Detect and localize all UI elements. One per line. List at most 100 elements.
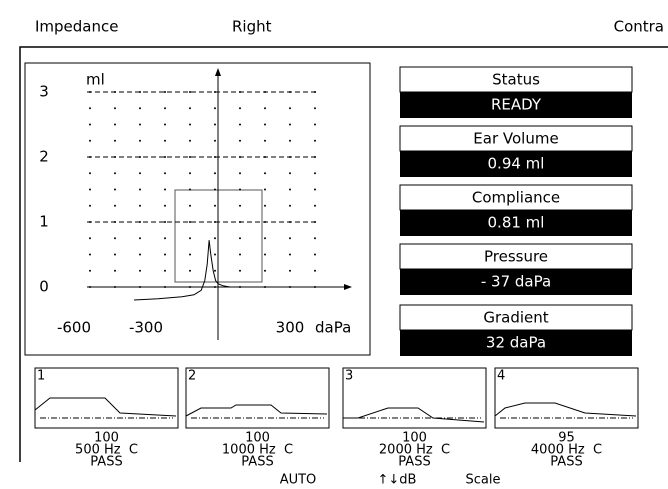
x-tick-label: -300 bbox=[129, 319, 163, 337]
reflex-index: 4 bbox=[497, 369, 505, 384]
x-tick-label: -600 bbox=[57, 319, 91, 337]
grid-dot bbox=[214, 253, 216, 256]
reflex-level: 95 bbox=[558, 431, 575, 446]
grid-dot bbox=[139, 204, 141, 207]
tympanogram-curve bbox=[133, 240, 231, 301]
grid-dot bbox=[189, 107, 191, 110]
grid-dot bbox=[264, 204, 266, 207]
grid-dot bbox=[189, 188, 191, 191]
grid-dot bbox=[139, 107, 141, 110]
grid-dot bbox=[164, 107, 166, 110]
grid-dot bbox=[314, 172, 316, 175]
grid-dot bbox=[214, 139, 216, 142]
grid-dot bbox=[264, 237, 266, 240]
grid-dot bbox=[139, 172, 141, 175]
grid-dot bbox=[139, 123, 141, 126]
grid-dot bbox=[264, 172, 266, 175]
panel-value: 32 daPa bbox=[486, 334, 546, 352]
x-arrow bbox=[344, 284, 352, 290]
panel-value-box bbox=[400, 210, 632, 236]
reflex-result: PASS bbox=[550, 455, 582, 470]
y-unit: ml bbox=[86, 71, 105, 89]
grid-dot bbox=[89, 237, 91, 240]
reflex-curve bbox=[343, 407, 485, 423]
grid-dot bbox=[189, 91, 191, 93]
grid-dot bbox=[89, 107, 91, 110]
grid-dot bbox=[214, 237, 216, 240]
grid-dot bbox=[164, 91, 166, 93]
panel-label: Status bbox=[492, 71, 540, 89]
grid-dot bbox=[239, 204, 241, 207]
grid-dot bbox=[114, 107, 116, 110]
panel-value: 0.81 ml bbox=[488, 214, 545, 232]
panel-value-box bbox=[400, 330, 632, 356]
grid-dot bbox=[214, 107, 216, 110]
plot-box bbox=[24, 62, 371, 356]
panel-value-box bbox=[400, 151, 632, 177]
panel-label-box bbox=[399, 66, 633, 93]
grid-dot bbox=[289, 269, 291, 272]
panel-value: - 37 daPa bbox=[481, 273, 551, 291]
grid-dot bbox=[314, 107, 316, 110]
reflex-level: 100 bbox=[245, 431, 270, 446]
grid-dot bbox=[164, 123, 166, 126]
ear: Right bbox=[232, 18, 272, 36]
grid-dot bbox=[289, 139, 291, 142]
grid-dot bbox=[114, 172, 116, 175]
grid-dot bbox=[89, 172, 91, 175]
reflex-level: 100 bbox=[94, 431, 119, 446]
grid-dot bbox=[189, 204, 191, 207]
grid-dot bbox=[264, 123, 266, 126]
grid-dot bbox=[164, 221, 166, 223]
grid-dot bbox=[264, 253, 266, 256]
reflex-result: PASS bbox=[90, 455, 122, 470]
reflex-frequency: 500 Hz C bbox=[75, 443, 138, 458]
grid-dot bbox=[164, 253, 166, 256]
grid-dot bbox=[189, 253, 191, 256]
grid-dot bbox=[189, 221, 191, 223]
grid-dot bbox=[114, 139, 116, 142]
grid-dot bbox=[264, 269, 266, 272]
panel-value-box bbox=[400, 92, 632, 118]
grid-dot bbox=[164, 188, 166, 191]
grid-dot bbox=[289, 188, 291, 191]
reflex-index: 1 bbox=[37, 369, 45, 384]
grid-dot bbox=[314, 237, 316, 240]
reflex-index: 3 bbox=[345, 369, 353, 384]
grid-dot bbox=[239, 123, 241, 126]
grid-dot bbox=[114, 188, 116, 191]
grid-dot bbox=[114, 204, 116, 207]
grid-dot bbox=[289, 253, 291, 256]
y-arrow bbox=[215, 68, 221, 76]
panel-label-box bbox=[399, 243, 633, 270]
reflex-level: 100 bbox=[402, 431, 427, 446]
reflex-frequency: 4000 Hz C bbox=[531, 443, 602, 458]
grid-dot bbox=[164, 172, 166, 175]
title: Impedance bbox=[35, 18, 118, 36]
grid-dot bbox=[139, 253, 141, 256]
panel-value: READY bbox=[491, 96, 542, 114]
reflex-frequency: 1000 Hz C bbox=[222, 443, 293, 458]
grid-dot bbox=[289, 123, 291, 126]
grid-dot bbox=[89, 139, 91, 142]
grid-dot bbox=[139, 139, 141, 142]
grid-dot bbox=[289, 204, 291, 207]
grid-dot bbox=[189, 172, 191, 175]
grid-dot bbox=[164, 156, 166, 158]
footer-button: ↑↓dB bbox=[378, 473, 417, 488]
panel-value: 0.94 ml bbox=[488, 155, 545, 173]
panel-label-box bbox=[399, 184, 633, 211]
grid-dot bbox=[314, 188, 316, 191]
panel-value-box bbox=[400, 269, 632, 295]
grid-dot bbox=[289, 237, 291, 240]
reflex-index: 2 bbox=[188, 369, 196, 384]
grid-dot bbox=[289, 107, 291, 110]
grid-dot bbox=[89, 204, 91, 207]
frame bbox=[19, 46, 668, 462]
grid-dot bbox=[164, 269, 166, 272]
mode: Contra bbox=[614, 18, 664, 36]
grid-dot bbox=[164, 204, 166, 207]
grid-dot bbox=[164, 139, 166, 142]
grid-dot bbox=[214, 172, 216, 175]
grid-dot bbox=[214, 204, 216, 207]
